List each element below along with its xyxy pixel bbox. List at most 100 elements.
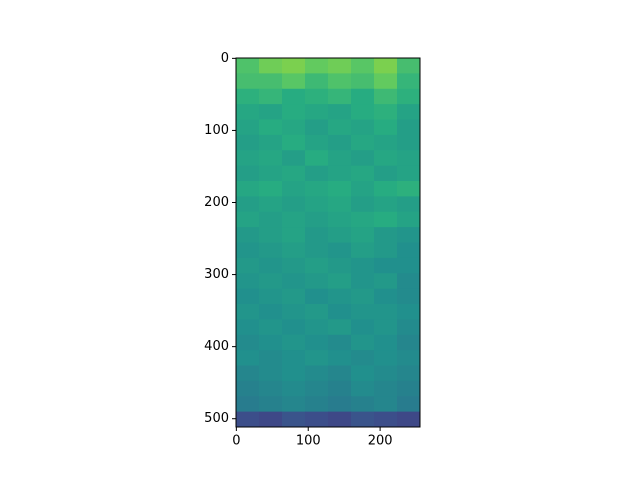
cell [259,273,283,290]
cell [282,257,306,274]
cell [328,288,352,305]
cell [397,365,421,382]
cell [374,334,398,351]
cell [305,350,329,366]
cell [397,257,421,274]
x-tick-label: 200 [368,434,393,449]
cell [236,104,260,120]
cell [351,365,375,382]
cell [374,380,398,397]
cell [351,104,375,120]
cell [236,411,260,428]
cell [328,380,352,397]
cell [282,350,306,366]
cell [397,380,421,397]
cell [328,150,352,167]
cell [351,58,375,74]
cell [282,165,306,182]
cell [282,196,306,213]
cell [282,88,306,105]
cell [236,181,260,197]
cell [259,396,283,413]
cell [328,165,352,182]
cell [236,134,260,151]
cell [351,319,375,336]
cell [397,211,421,228]
cell [282,411,306,428]
cell [397,73,421,90]
cell [397,119,421,136]
cell [259,334,283,351]
cell [305,242,329,259]
cell [351,150,375,167]
y-tick-label: 400 [204,339,229,354]
cell [259,411,283,428]
cell [374,242,398,259]
cell [328,134,352,151]
cell [305,334,329,351]
cell [328,88,352,105]
cell [328,365,352,382]
cell [282,365,306,382]
cell [374,73,398,90]
cell [236,73,260,90]
cell [282,227,306,243]
cell [328,227,352,243]
cell [282,58,306,74]
cell [282,273,306,290]
cell [305,396,329,413]
cell [351,411,375,428]
cell [374,196,398,213]
cell [374,150,398,167]
cell [305,104,329,120]
cell [282,119,306,136]
cell [328,350,352,366]
cell [374,319,398,336]
cell [397,396,421,413]
cell [397,104,421,120]
cell [236,365,260,382]
cell [236,257,260,274]
cell [236,380,260,397]
cell [374,365,398,382]
cell [305,150,329,167]
cell [374,165,398,182]
cell [351,350,375,366]
cell [351,380,375,397]
cell [305,411,329,428]
cell [282,242,306,259]
cell [328,319,352,336]
cell [397,242,421,259]
cell [374,104,398,120]
cell [305,58,329,74]
cell [328,211,352,228]
cell [351,181,375,197]
cell [328,196,352,213]
cell [351,196,375,213]
cell [397,150,421,167]
cell [328,242,352,259]
cell [305,73,329,90]
cell [259,380,283,397]
cell [236,334,260,351]
cell [397,288,421,305]
cell [259,181,283,197]
cell [282,334,306,351]
cell [236,88,260,105]
cell [374,88,398,105]
cell [282,288,306,305]
cell [397,411,421,428]
cell [328,58,352,74]
cell [236,211,260,228]
cell [259,134,283,151]
cell [236,350,260,366]
cell [236,227,260,243]
cell [282,319,306,336]
cell [374,350,398,366]
cell [259,288,283,305]
cell [259,150,283,167]
cell [351,211,375,228]
x-tick-label: 0 [232,434,240,449]
cell [374,257,398,274]
cell [351,73,375,90]
